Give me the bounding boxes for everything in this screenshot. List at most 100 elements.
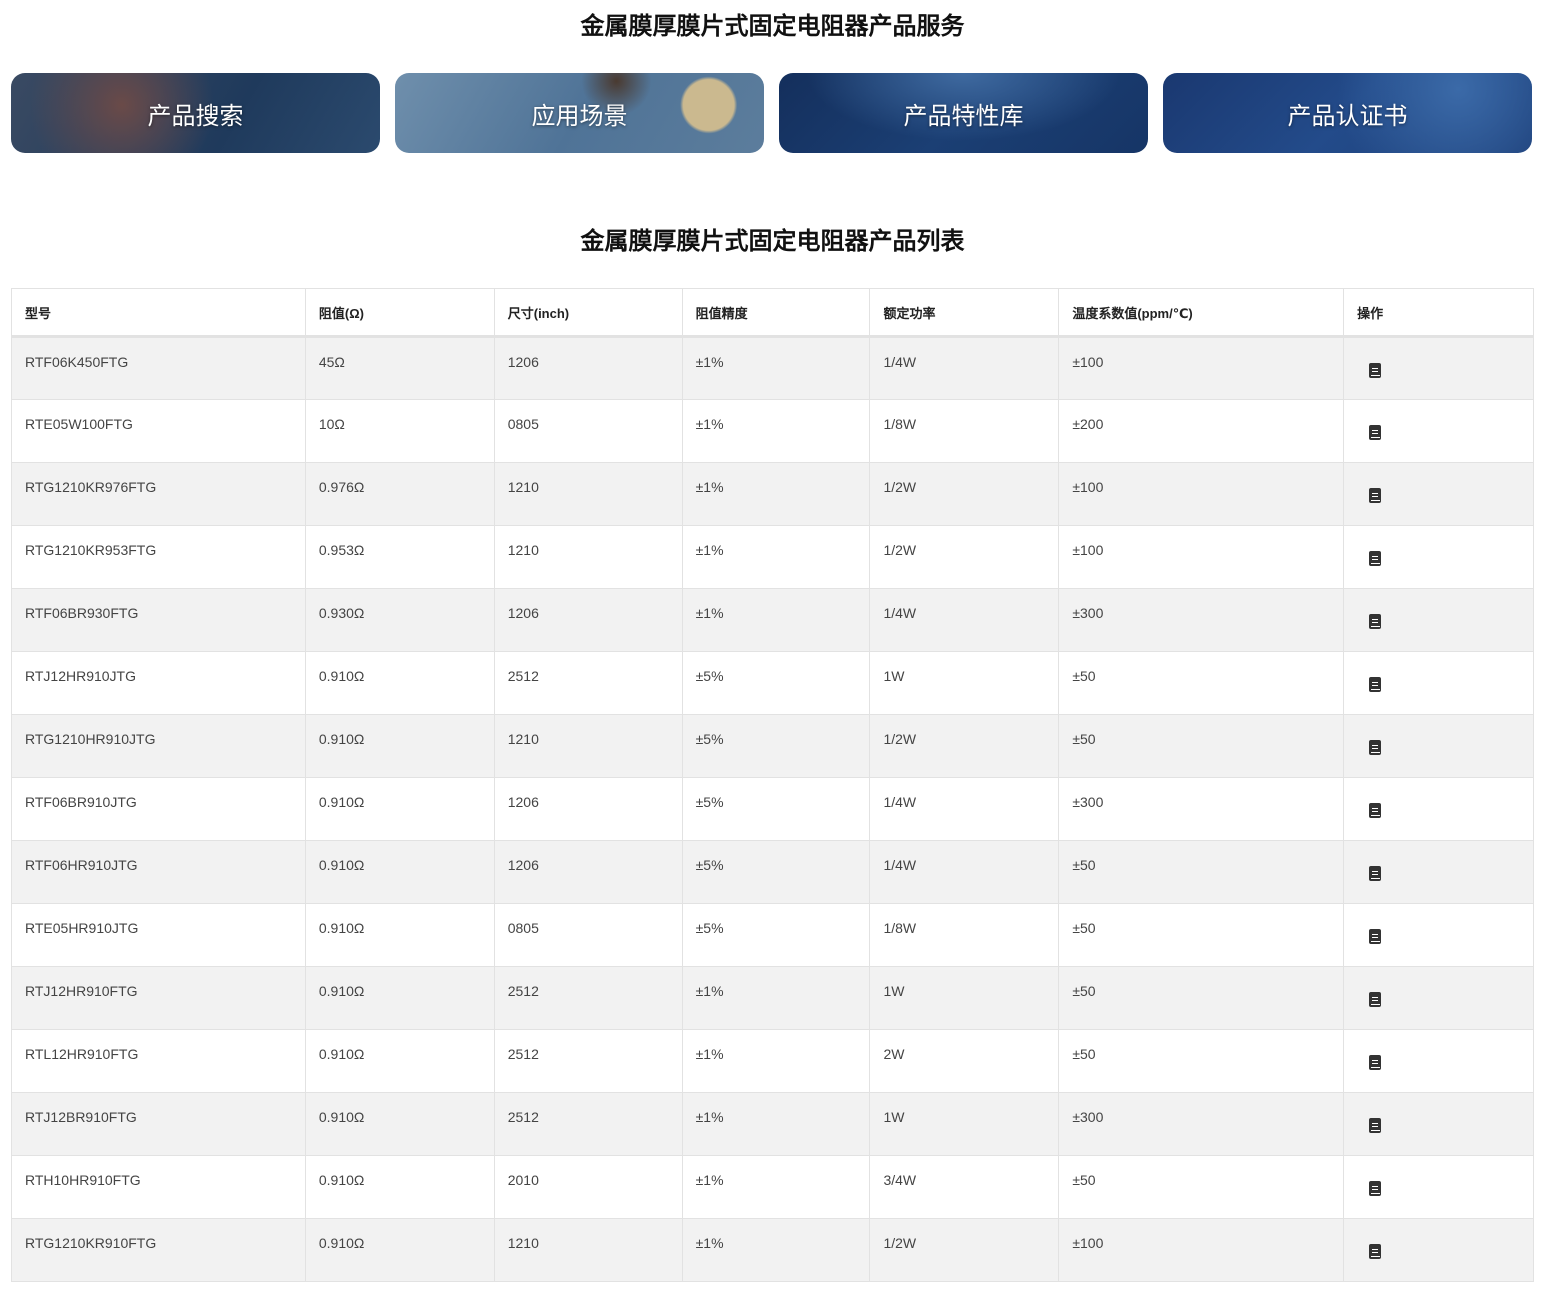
table-row: RTF06BR910JTG 0.910Ω 1206 ±5% 1/4W ±300 xyxy=(11,777,1534,841)
service-cards: 产品搜索 应用场景 产品特性库 产品认证书 xyxy=(11,73,1532,153)
book-icon[interactable] xyxy=(1369,363,1382,378)
cell-model: RTG1210KR910FTG xyxy=(11,1218,306,1282)
book-icon[interactable] xyxy=(1369,425,1382,440)
list-title: 金属膜厚膜片式固定电阻器产品列表 xyxy=(580,228,965,255)
cell-size: 2010 xyxy=(493,1155,683,1219)
cell-action xyxy=(1343,651,1534,715)
cell-size: 1206 xyxy=(493,777,683,841)
table-row: RTJ12BR910FTG 0.910Ω 2512 ±1% 1W ±300 xyxy=(11,1092,1534,1156)
services-title: 金属膜厚膜片式固定电阻器产品服务 xyxy=(580,13,965,40)
cell-action xyxy=(1343,714,1534,778)
cell-model: RTL12HR910FTG xyxy=(11,1029,306,1093)
book-icon[interactable] xyxy=(1369,614,1382,629)
cell-size: 2512 xyxy=(493,651,683,715)
cell-resistance: 0.910Ω xyxy=(304,1218,495,1282)
cell-tcr: ±300 xyxy=(1058,588,1345,652)
cell-size: 2512 xyxy=(493,1029,683,1093)
cell-resistance: 0.910Ω xyxy=(304,651,495,715)
cell-size: 2512 xyxy=(493,966,683,1030)
cell-model: RTJ12BR910FTG xyxy=(11,1092,306,1156)
cell-resistance: 0.976Ω xyxy=(304,462,495,526)
table-row: RTG1210KR910FTG 0.910Ω 1210 ±1% 1/2W ±100 xyxy=(11,1218,1534,1282)
table-row: RTF06HR910JTG 0.910Ω 1206 ±5% 1/4W ±50 xyxy=(11,840,1534,904)
table-row: RTJ12HR910JTG 0.910Ω 2512 ±5% 1W ±50 xyxy=(11,651,1534,715)
cell-action xyxy=(1343,966,1534,1030)
book-icon[interactable] xyxy=(1369,866,1382,881)
cell-resistance: 10Ω xyxy=(304,399,495,463)
cell-model: RTF06K450FTG xyxy=(11,336,306,400)
cell-tolerance: ±1% xyxy=(681,966,871,1030)
cell-action xyxy=(1343,777,1534,841)
cell-action xyxy=(1343,462,1534,526)
cell-tolerance: ±1% xyxy=(681,1092,871,1156)
cell-resistance: 0.910Ω xyxy=(304,1029,495,1093)
cell-size: 0805 xyxy=(493,399,683,463)
cell-tolerance: ±1% xyxy=(681,1029,871,1093)
cell-tolerance: ±5% xyxy=(681,903,871,967)
cell-resistance: 0.930Ω xyxy=(304,588,495,652)
cell-size: 1210 xyxy=(493,714,683,778)
cell-power: 1/4W xyxy=(869,588,1060,652)
cell-model: RTH10HR910FTG xyxy=(11,1155,306,1219)
cell-action xyxy=(1343,588,1534,652)
cell-power: 3/4W xyxy=(869,1155,1060,1219)
cell-size: 0805 xyxy=(493,903,683,967)
cell-model: RTF06BR910JTG xyxy=(11,777,306,841)
cell-size: 1206 xyxy=(493,840,683,904)
cell-tolerance: ±1% xyxy=(681,588,871,652)
book-icon[interactable] xyxy=(1369,1181,1382,1196)
cell-resistance: 0.910Ω xyxy=(304,714,495,778)
table-row: RTE05W100FTG 10Ω 0805 ±1% 1/8W ±200 xyxy=(11,399,1534,463)
cell-tcr: ±50 xyxy=(1058,903,1345,967)
cell-model: RTF06BR930FTG xyxy=(11,588,306,652)
product-certificates-card[interactable]: 产品认证书 xyxy=(1163,73,1532,153)
cell-tcr: ±100 xyxy=(1058,336,1345,400)
table-row: RTF06BR930FTG 0.930Ω 1206 ±1% 1/4W ±300 xyxy=(11,588,1534,652)
cell-action xyxy=(1343,399,1534,463)
cell-power: 1/8W xyxy=(869,399,1060,463)
cell-tcr: ±300 xyxy=(1058,1092,1345,1156)
cell-tcr: ±50 xyxy=(1058,1029,1345,1093)
header-action: 操作 xyxy=(1343,288,1534,338)
product-table: 型号 阻值(Ω) 尺寸(inch) 阻值精度 额定功率 温度系数值(ppm/℃) 操作 RT… xyxy=(11,288,1534,1282)
cell-tolerance: ±1% xyxy=(681,336,871,400)
cell-size: 1210 xyxy=(493,525,683,589)
application-scenarios-card[interactable]: 应用场景 xyxy=(395,73,764,153)
cell-size: 2512 xyxy=(493,1092,683,1156)
book-icon[interactable] xyxy=(1369,677,1382,692)
cell-action xyxy=(1343,840,1534,904)
cell-model: RTG1210KR976FTG xyxy=(11,462,306,526)
cell-power: 1/4W xyxy=(869,840,1060,904)
book-icon[interactable] xyxy=(1369,803,1382,818)
cell-resistance: 0.910Ω xyxy=(304,1155,495,1219)
cell-model: RTE05W100FTG xyxy=(11,399,306,463)
book-icon[interactable] xyxy=(1369,1055,1382,1070)
cell-tolerance: ±5% xyxy=(681,714,871,778)
header-size: 尺寸(inch) xyxy=(493,288,683,338)
book-icon[interactable] xyxy=(1369,992,1382,1007)
book-icon[interactable] xyxy=(1369,740,1382,755)
cell-tcr: ±300 xyxy=(1058,777,1345,841)
cell-tcr: ±50 xyxy=(1058,840,1345,904)
book-icon[interactable] xyxy=(1369,929,1382,944)
book-icon[interactable] xyxy=(1369,1244,1382,1259)
table-row: RTJ12HR910FTG 0.910Ω 2512 ±1% 1W ±50 xyxy=(11,966,1534,1030)
book-icon[interactable] xyxy=(1369,551,1382,566)
cell-model: RTE05HR910JTG xyxy=(11,903,306,967)
header-power: 额定功率 xyxy=(869,288,1060,338)
cell-action xyxy=(1343,1218,1534,1282)
book-icon[interactable] xyxy=(1369,488,1382,503)
cell-tolerance: ±1% xyxy=(681,1155,871,1219)
cell-power: 1W xyxy=(869,966,1060,1030)
table-row: RTG1210KR976FTG 0.976Ω 1210 ±1% 1/2W ±100 xyxy=(11,462,1534,526)
cell-action xyxy=(1343,1029,1534,1093)
header-tolerance: 阻值精度 xyxy=(681,288,871,338)
table-row: RTE05HR910JTG 0.910Ω 0805 ±5% 1/8W ±50 xyxy=(11,903,1534,967)
product-search-card[interactable]: 产品搜索 xyxy=(11,73,380,153)
product-characteristics-card[interactable]: 产品特性库 xyxy=(779,73,1148,153)
book-icon[interactable] xyxy=(1369,1118,1382,1133)
cell-power: 1/4W xyxy=(869,336,1060,400)
cell-tcr: ±100 xyxy=(1058,525,1345,589)
cell-tcr: ±100 xyxy=(1058,1218,1345,1282)
cell-model: RTG1210KR953FTG xyxy=(11,525,306,589)
